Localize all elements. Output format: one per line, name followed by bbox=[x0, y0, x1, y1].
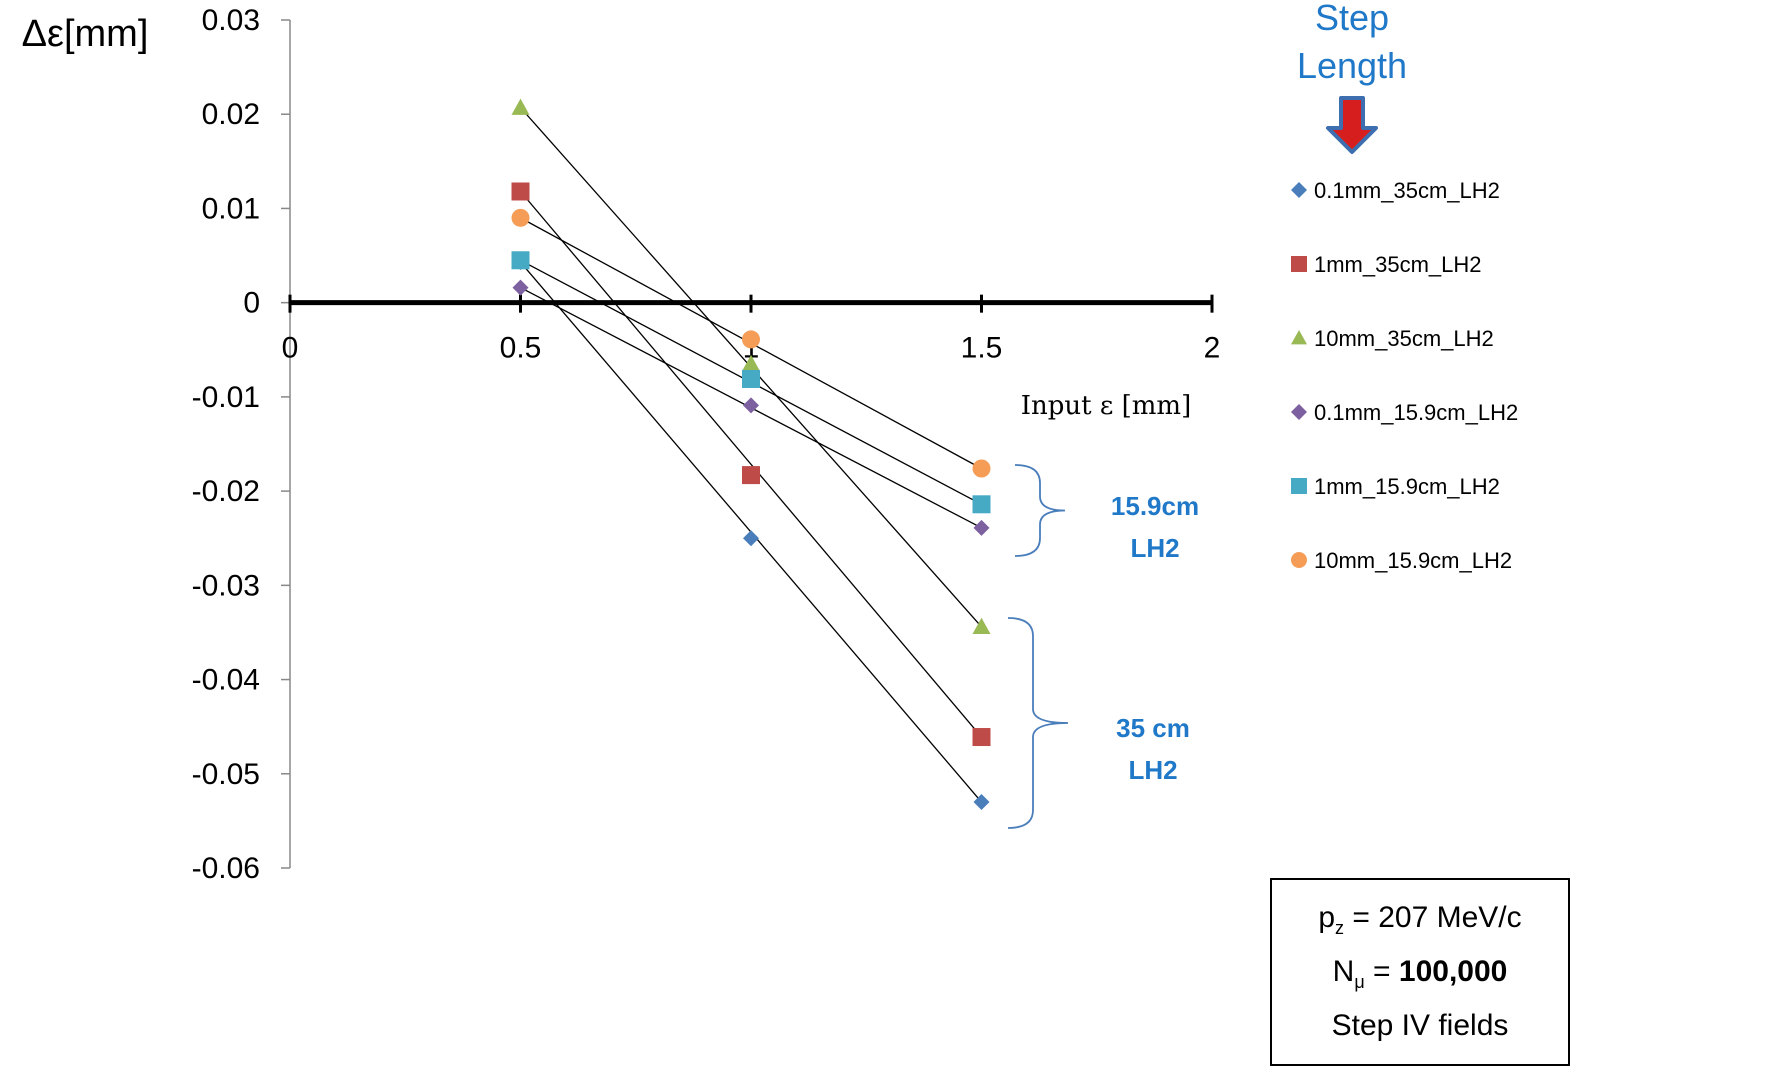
data-point bbox=[1291, 552, 1307, 568]
y-tick-label: 0.03 bbox=[202, 4, 260, 37]
data-point bbox=[973, 794, 990, 811]
y-tick-label: 0.02 bbox=[202, 98, 260, 131]
x-tick-label: 1.5 bbox=[961, 332, 1003, 365]
annotation-label: 15.9cm bbox=[1111, 491, 1199, 521]
info-pz-label: p bbox=[1318, 901, 1336, 934]
info-pz-value: = 207 MeV/c bbox=[1344, 901, 1522, 934]
info-n-label: N bbox=[1332, 955, 1355, 988]
legend: Step Length 0.1mm_35cm_LH2 1mm_35cm_LH2 10mm… bbox=[1291, 0, 1518, 573]
data-point bbox=[742, 369, 760, 388]
info-fields: Step IV fields bbox=[1331, 1009, 1509, 1042]
y-tick-label: 0.01 bbox=[202, 192, 260, 225]
x-axis-title: Input ε [mm] bbox=[1021, 391, 1191, 421]
data-point bbox=[511, 251, 530, 270]
x-tick-label: 0 bbox=[282, 332, 299, 365]
data-point bbox=[742, 466, 760, 485]
data-point bbox=[1291, 182, 1307, 198]
x-tick-label: 2 bbox=[1204, 332, 1221, 365]
data-point bbox=[1291, 478, 1307, 494]
legend-label: 10mm_15.9cm_LH2 bbox=[1314, 548, 1512, 573]
axes: 0.03 0.02 0.01 0 -0.01 -0.02 -0.03 -0.04 -0.05 -0… bbox=[22, 4, 1221, 885]
data-point bbox=[1291, 330, 1307, 345]
legend-label: 1mm_35cm_LH2 bbox=[1314, 252, 1482, 277]
data-point bbox=[1291, 404, 1307, 420]
data-point bbox=[511, 182, 530, 201]
legend-label: 0.1mm_15.9cm_LH2 bbox=[1314, 400, 1518, 425]
data-point bbox=[742, 330, 760, 349]
legend-label: 1mm_15.9cm_LH2 bbox=[1314, 474, 1500, 499]
data-point bbox=[511, 208, 530, 227]
fit-lines bbox=[520, 107, 982, 803]
info-n-value: 100,000 bbox=[1398, 955, 1508, 988]
fit-line bbox=[520, 191, 982, 738]
y-tick-label: -0.05 bbox=[192, 758, 260, 791]
data-point bbox=[512, 279, 529, 296]
data-point bbox=[742, 354, 760, 372]
data-point bbox=[973, 519, 990, 536]
markers bbox=[511, 98, 991, 811]
bracket-15-9cm bbox=[1014, 464, 1066, 557]
legend-title: Step bbox=[1315, 0, 1389, 38]
data-point bbox=[743, 530, 759, 547]
legend-label: 0.1mm_35cm_LH2 bbox=[1314, 178, 1500, 203]
info-pz: pz = 207 MeV/c bbox=[1318, 896, 1521, 950]
y-tick-label: 0 bbox=[243, 287, 260, 320]
y-tick-label: -0.04 bbox=[192, 664, 260, 697]
annotation-label: LH2 bbox=[1130, 533, 1179, 563]
y-tick-label: -0.03 bbox=[192, 569, 260, 602]
y-tick-label: -0.02 bbox=[192, 475, 260, 508]
info-n-sub: μ bbox=[1354, 972, 1365, 992]
annotation-label: LH2 bbox=[1128, 755, 1177, 785]
data-point bbox=[972, 617, 991, 634]
info-pz-sub: z bbox=[1335, 918, 1345, 938]
x-tick-label: 0.5 bbox=[500, 332, 542, 365]
data-point bbox=[972, 728, 991, 747]
data-point bbox=[972, 459, 991, 478]
legend-title: Length bbox=[1297, 45, 1407, 86]
info-box: pz = 207 MeV/c Nμ = 100,000 Step IV fiel… bbox=[1270, 878, 1570, 1066]
y-axis-title: Δε[mm] bbox=[22, 13, 149, 55]
bracket-35cm bbox=[1007, 617, 1069, 829]
info-n: Nμ = 100,000 bbox=[1333, 950, 1508, 1004]
brackets: 15.9cm LH2 35 cm LH2 bbox=[1007, 464, 1199, 829]
legend-label: 10mm_35cm_LH2 bbox=[1314, 326, 1494, 351]
y-tick-label: -0.01 bbox=[192, 381, 260, 414]
y-tick-label: -0.06 bbox=[192, 852, 260, 885]
info-n-eq: = bbox=[1364, 955, 1399, 988]
data-point bbox=[511, 98, 530, 115]
data-point bbox=[1291, 256, 1307, 272]
annotation-label: 35 cm bbox=[1116, 713, 1190, 743]
data-point bbox=[972, 495, 991, 514]
data-point bbox=[743, 397, 759, 414]
down-arrow-icon bbox=[1326, 96, 1378, 154]
